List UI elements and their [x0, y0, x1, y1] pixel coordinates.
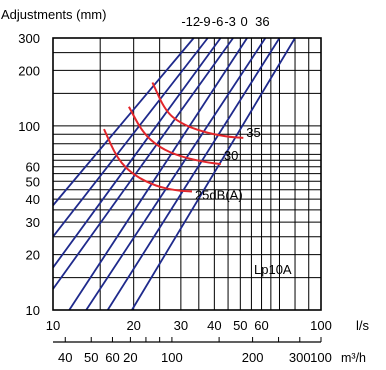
x2-tick-label: 60	[105, 350, 119, 365]
x2-tick-label: 40	[58, 350, 72, 365]
y-tick-label: 100	[18, 119, 40, 134]
x2-tick-label: 200	[242, 350, 264, 365]
diagonal-line	[52, 37, 195, 206]
x-tick-label: 60	[254, 318, 268, 333]
noise-curve-label: 30	[224, 148, 238, 163]
grid-lines	[53, 38, 321, 310]
series-label: -9	[199, 14, 211, 29]
series-label: -3	[224, 14, 236, 29]
series-label: 0	[240, 14, 247, 29]
x2-tick-label: 300	[289, 350, 311, 365]
noise-curve	[151, 82, 244, 139]
x2-tick-label: 50	[84, 350, 98, 365]
x2-tick-label: 20	[123, 350, 137, 365]
noise-curves	[103, 82, 244, 193]
x2-tick-label: 100	[310, 350, 332, 365]
noise-curve	[103, 128, 193, 193]
diagonal-line	[85, 37, 267, 311]
diagonal-line	[52, 37, 222, 269]
x-tick-label: 40	[207, 318, 221, 333]
x-tick-label: 20	[126, 318, 140, 333]
x2-unit-label: m³/h	[341, 351, 366, 365]
diagonal-line	[52, 37, 209, 238]
x-tick-label: 100	[310, 318, 332, 333]
diagonal-line	[131, 37, 296, 311]
y-tick-label: 300	[18, 31, 40, 46]
noise-curve-label: 25dB(A)	[195, 188, 243, 203]
diagonal-line	[68, 37, 248, 311]
y-tick-label: 20	[26, 248, 40, 263]
x-tick-label: 30	[174, 318, 188, 333]
diagonal-line	[106, 37, 281, 311]
y-tick-label: 30	[26, 215, 40, 230]
y-tick-label: 200	[18, 63, 40, 78]
series-label: -12	[181, 14, 200, 29]
diagonal-line	[52, 37, 234, 290]
y-tick-label: 50	[26, 174, 40, 189]
plot-frame	[52, 37, 322, 311]
x2-tick-label: 100	[161, 350, 183, 365]
series-labels: -12-9 -6 -3 0 36 25dB(A) 30 35	[181, 14, 269, 203]
y-tick-label: 10	[26, 303, 40, 318]
x-tick-label: 10	[46, 318, 60, 333]
annotation-lp10a: Lp10A	[254, 262, 292, 277]
x-unit-label: l/s	[356, 318, 370, 333]
series-label: -6	[212, 14, 224, 29]
y-tick-label: 40	[26, 192, 40, 207]
series-label: 36	[255, 14, 269, 29]
x2-axis: 40 50 60 20 100 200 300 100	[53, 337, 332, 365]
y-axis-title: Adjustments (mm)	[1, 7, 106, 22]
noise-curve	[128, 106, 221, 166]
noise-curve-label: 35	[246, 125, 260, 140]
diagonal-lines	[52, 37, 296, 311]
x-tick-labels: 10 20 30 40 50 60 100	[46, 318, 332, 333]
x-tick-label: 50	[233, 318, 247, 333]
y-tick-label: 60	[26, 160, 40, 175]
